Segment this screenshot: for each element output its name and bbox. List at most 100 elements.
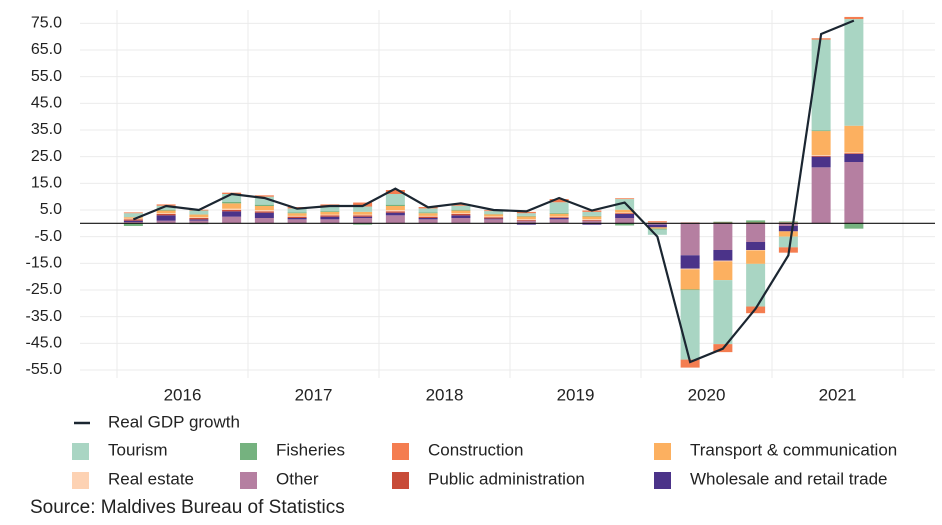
bar-segment — [582, 216, 601, 219]
y-tick-label: -45.0 — [26, 335, 63, 352]
y-tick-label: 15.0 — [31, 175, 62, 192]
bar-segment — [779, 237, 798, 248]
bar-segment — [451, 214, 470, 215]
bar-segment — [255, 206, 274, 210]
bar-segment — [615, 212, 634, 213]
bar-segment — [451, 218, 470, 223]
bar-segment — [288, 216, 307, 217]
bar-segment — [681, 223, 700, 255]
bar-segment — [419, 208, 438, 212]
bar-segment — [288, 217, 307, 218]
bar-segment — [615, 214, 634, 218]
legend-label: Wholesale and retail trade — [690, 469, 888, 488]
bar-segment — [844, 19, 863, 126]
bar-segment — [288, 213, 307, 216]
bar-segment — [222, 203, 241, 208]
bar-segment — [386, 205, 405, 206]
gdp-line — [133, 21, 854, 362]
legend-label: Real GDP growth — [108, 412, 240, 431]
bar-segment — [681, 269, 700, 289]
bar-segment — [124, 219, 143, 220]
bar-segment — [353, 212, 372, 215]
bar-segment — [517, 213, 536, 216]
bar-segment — [484, 211, 503, 214]
bar-segment — [386, 210, 405, 211]
bar-segment — [844, 154, 863, 162]
bar-segment — [320, 212, 339, 215]
bar-segment — [648, 222, 667, 223]
legend-swatch — [72, 443, 89, 460]
bar-segment — [419, 218, 438, 219]
bar-segment — [550, 216, 569, 217]
bar-segment — [419, 212, 438, 213]
x-tick-label: 2019 — [557, 385, 595, 404]
legend-swatch — [654, 472, 671, 489]
bar-segment — [419, 213, 438, 216]
y-tick-label: 25.0 — [31, 148, 62, 165]
bar-segment — [484, 217, 503, 218]
bar-segment — [681, 255, 700, 268]
bar-segment — [484, 214, 503, 215]
bar-segment — [189, 211, 208, 215]
bar-segment — [713, 250, 732, 261]
legend-label: Transport & communication — [690, 440, 897, 459]
legend-swatch — [392, 443, 409, 460]
legend-swatch — [392, 472, 409, 489]
legend-label: Fisheries — [276, 440, 345, 459]
bar-segment — [189, 215, 208, 218]
legend-swatch — [72, 472, 89, 489]
bar-segment — [746, 264, 765, 307]
bar-segment — [419, 216, 438, 217]
bar-segment — [615, 218, 634, 223]
legend-swatch — [240, 472, 257, 489]
legend-label: Tourism — [108, 440, 168, 459]
bar-segment — [255, 218, 274, 223]
bar-segment — [844, 153, 863, 154]
x-tick-label: 2017 — [295, 385, 333, 404]
bar-segment — [517, 216, 536, 219]
y-tick-label: -15.0 — [26, 255, 63, 272]
bar-segment — [124, 221, 143, 222]
bar-segment — [419, 217, 438, 218]
bar-segment — [746, 242, 765, 250]
bar-segment — [189, 218, 208, 219]
legend-swatch — [654, 443, 671, 460]
bar-segment — [648, 221, 667, 222]
y-tick-label: -25.0 — [26, 281, 63, 298]
y-tick-label: 35.0 — [31, 121, 62, 138]
y-tick-label: 5.0 — [40, 201, 62, 218]
bar-segment — [255, 210, 274, 211]
bar-segment — [288, 218, 307, 219]
bar-segment — [386, 194, 405, 205]
bar-segment — [222, 217, 241, 224]
x-tick-label: 2016 — [164, 385, 202, 404]
bar-segment — [451, 210, 470, 211]
bar-segment — [713, 261, 732, 262]
bar-segment — [746, 220, 765, 222]
bar-segment — [844, 223, 863, 228]
bar-segment — [320, 217, 339, 220]
y-tick-label: 45.0 — [31, 95, 62, 112]
bar-segment — [386, 211, 405, 212]
legend-label: Construction — [428, 440, 523, 459]
bar-segment — [681, 269, 700, 270]
x-tick-label: 2020 — [688, 385, 726, 404]
y-tick-label: -35.0 — [26, 308, 63, 325]
bar-segment — [550, 218, 569, 219]
bar-segment — [812, 131, 831, 155]
bar-segment — [288, 212, 307, 213]
bar-segment — [320, 211, 339, 212]
bar-segment — [157, 211, 176, 214]
bar-segment — [124, 212, 143, 213]
source: Source: Maldives Bureau of Statistics — [30, 497, 345, 518]
bar-segment — [353, 215, 372, 216]
bar-segment — [615, 213, 634, 214]
bar-segment — [812, 157, 831, 168]
legend-label: Public administration — [428, 469, 585, 488]
bar-segment — [157, 214, 176, 215]
bar-segment — [484, 219, 503, 220]
bar-segment — [713, 222, 732, 223]
legend-label: Other — [276, 469, 319, 488]
bar-segment — [320, 215, 339, 216]
